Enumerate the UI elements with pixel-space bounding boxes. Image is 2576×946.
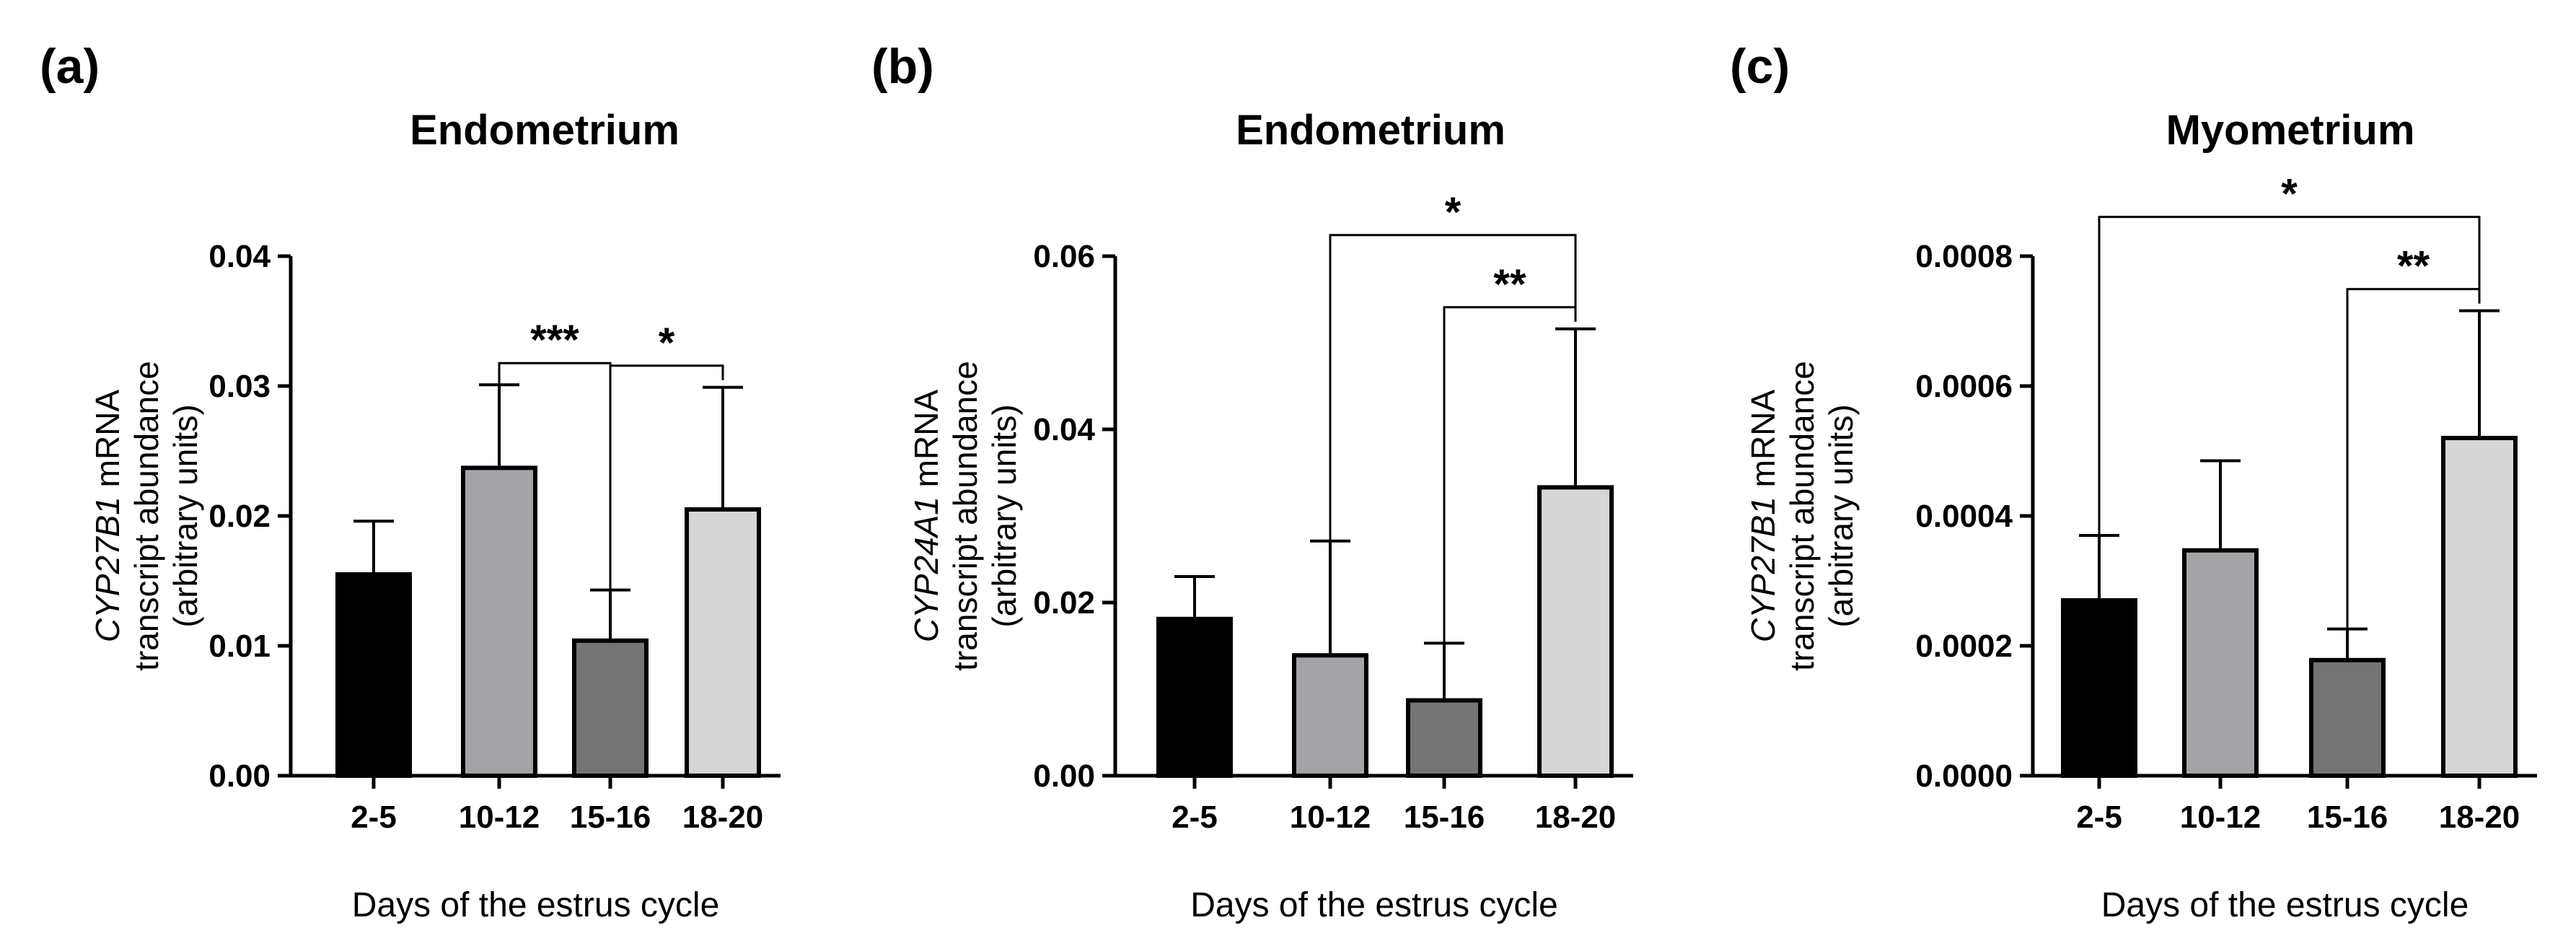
chart-title: Endometrium [410, 107, 680, 154]
y-tick-label: 0.06 [1033, 239, 1095, 274]
significance-marker: ** [1493, 261, 1526, 308]
x-tick-label: 2-5 [1171, 800, 1218, 835]
panel-label: (b) [871, 39, 934, 94]
bar-15-16 [572, 638, 649, 778]
y-axis-label-line-3: (arbitrary units) [1822, 404, 1860, 627]
x-tick-label: 10-12 [459, 800, 540, 835]
x-tick-label: 10-12 [2180, 800, 2261, 835]
x-tick-label: 10-12 [1290, 800, 1371, 835]
x-tick-label: 2-5 [2076, 800, 2122, 835]
y-axis-label: CYP27B1 mRNA transcript abundance (arbitra… [89, 361, 204, 671]
y-tick-label: 0.02 [1033, 585, 1095, 621]
y-axis-label: CYP24A1 mRNA transcript abundance (arbitra… [907, 361, 1023, 671]
x-tick-label: 18-20 [682, 800, 764, 835]
y-axis-label-line-3: (arbitrary units) [985, 404, 1023, 627]
bar-10-12 [2182, 548, 2259, 778]
chart-panel-2: (b) Endometrium 0.00 0.02 0.04 0.06 2-5 10-12 15… [871, 39, 1633, 924]
y-tick-label: 0.04 [208, 239, 271, 274]
bar-18-20 [1537, 485, 1614, 779]
y-tick-label: 0.00 [208, 758, 271, 794]
bar-2-5 [335, 572, 412, 778]
x-tick-label: 18-20 [1535, 800, 1617, 835]
x-tick-label: 15-16 [570, 800, 651, 835]
y-tick-label: 0.00 [1033, 758, 1095, 794]
bar-2-5 [2061, 598, 2137, 778]
y-tick-label: 0.0008 [1915, 239, 2013, 274]
panel-label: (a) [40, 39, 100, 94]
significance-marker: *** [530, 317, 579, 364]
significance-bracket [609, 364, 724, 634]
y-tick-label: 0.0002 [1915, 629, 2013, 664]
y-tick-label: 0.04 [1033, 412, 1095, 447]
y-axis-gene: CYP24A1 [907, 496, 945, 642]
x-tick-label: 18-20 [2439, 800, 2520, 835]
y-tick-label: 0.0000 [1915, 758, 2013, 794]
y-axis-label: CYP27B1 mRNA transcript abundance (arbitra… [1744, 361, 1860, 671]
y-axis-label-line-2: transcript abundance [1783, 361, 1821, 671]
significance-bracket [2346, 288, 2481, 653]
x-tick-label: 15-16 [2307, 800, 2388, 835]
x-axis-label: Days of the estrus cycle [352, 886, 720, 924]
bar-15-16 [1406, 698, 1482, 778]
y-tick-label: 0.0004 [1915, 499, 2013, 534]
chart-title: Endometrium [1236, 107, 1505, 154]
significance-marker: ** [2397, 243, 2430, 290]
chart-title: Myometrium [2166, 107, 2415, 154]
x-axis-label: Days of the estrus cycle [1190, 886, 1558, 924]
chart-panel-1: (a) Endometrium 0.00 0.01 0.02 0.03 0.04 2-5 10-… [40, 39, 781, 924]
y-axis-label-line-2: transcript abundance [128, 361, 165, 671]
y-axis-gene: CYP27B1 [89, 496, 126, 642]
bar-18-20 [685, 507, 761, 778]
x-tick-label: 2-5 [351, 800, 397, 835]
significance-bracket [2098, 216, 2481, 593]
y-tick-label: 0.0006 [1915, 369, 2013, 404]
y-axis-label-unit: mRNA [907, 390, 945, 497]
significance-bracket [1443, 306, 1577, 693]
chart-panel-3: (c) Myometrium 0.0000 0.0002 0.0004 0.0006 0.0… [1730, 39, 2537, 924]
y-tick-label: 0.03 [208, 369, 271, 404]
y-axis-label-line-1: CYP27B1 mRNA [89, 390, 126, 643]
significance-marker: * [2281, 171, 2298, 218]
bar-2-5 [1156, 616, 1233, 778]
y-axis-label-unit: mRNA [1744, 390, 1782, 497]
significance-marker: * [1445, 189, 1461, 236]
bar-18-20 [2441, 436, 2518, 778]
bar-15-16 [2309, 657, 2386, 778]
y-axis-label-line-2: transcript abundance [946, 361, 984, 671]
significance-marker: * [659, 320, 675, 367]
y-axis-label-line-1: CYP27B1 mRNA [1744, 390, 1782, 643]
y-axis-label-unit: mRNA [89, 390, 126, 497]
bar-10-12 [1292, 653, 1368, 779]
y-axis-gene: CYP27B1 [1744, 496, 1782, 642]
x-axis-label: Days of the estrus cycle [2101, 886, 2469, 924]
y-axis-label-line-3: (arbitrary units) [167, 404, 204, 627]
y-tick-label: 0.02 [208, 499, 271, 534]
bar-10-12 [461, 465, 537, 779]
x-tick-label: 15-16 [1404, 800, 1485, 835]
y-axis-label-line-1: CYP24A1 mRNA [907, 390, 945, 643]
panel-label: (c) [1730, 39, 1790, 94]
y-tick-label: 0.01 [208, 629, 271, 664]
significance-bracket [1329, 234, 1577, 649]
